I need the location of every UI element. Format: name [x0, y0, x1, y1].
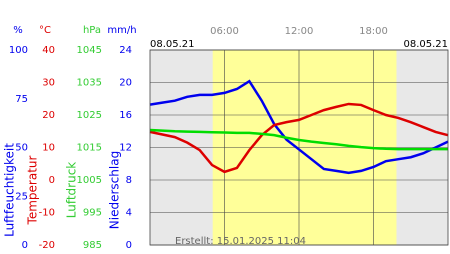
y-tick-label: 4 — [126, 208, 132, 219]
y-tick-label: 995 — [83, 208, 102, 219]
y-tick-label: 0 — [49, 175, 55, 186]
x-tick-label: 18:00 — [359, 26, 388, 37]
axis-label: Luftfeuchtigkeit — [3, 143, 17, 237]
y-tick-label: 985 — [83, 240, 102, 250]
date-left: 08.05.21 — [150, 39, 195, 50]
x-tick-label: 06:00 — [210, 26, 239, 37]
y-tick-label: 1045 — [77, 45, 102, 56]
y-tick-label: 16 — [119, 110, 132, 121]
y-tick-label: 8 — [126, 175, 132, 186]
y-tick-label: 24 — [119, 45, 132, 56]
y-tick-label: 50 — [15, 143, 28, 154]
y-tick-label: 20 — [119, 78, 132, 89]
y-tick-label: 1005 — [77, 175, 102, 186]
y-tick-label: 1015 — [77, 143, 102, 154]
y-tick-label: -20 — [39, 240, 55, 250]
plot-frame — [149, 49, 449, 246]
axis-label: Temperatur — [26, 155, 40, 225]
y-tick-label: 1035 — [77, 78, 102, 89]
date-right: 08.05.21 — [403, 39, 448, 50]
series-line — [149, 79, 449, 175]
y-tick-label: 20 — [42, 110, 55, 121]
axis-unit: % — [13, 25, 23, 36]
axis-unit: mm/h — [107, 25, 136, 36]
axis-label: Niederschlag — [108, 151, 122, 229]
y-tick-label: 100 — [9, 45, 28, 56]
axis-label: Luftdruck — [65, 162, 79, 219]
y-tick-label: 40 — [42, 45, 55, 56]
y-tick-label: -10 — [39, 208, 55, 219]
y-tick-label: 1025 — [77, 110, 102, 121]
y-tick-label: 0 — [126, 240, 132, 250]
y-tick-label: 0 — [22, 240, 28, 250]
footer: Erstellt: 15.01.2025 11:04 — [175, 236, 306, 247]
y-tick-label: 10 — [42, 143, 55, 154]
y-tick-label: 75 — [15, 94, 28, 105]
series-line — [149, 102, 449, 174]
series-line — [149, 128, 448, 151]
y-tick-label: 25 — [15, 191, 28, 202]
axis-unit: hPa — [83, 25, 101, 36]
y-tick-label: 30 — [42, 78, 55, 89]
y-tick-label: 12 — [119, 143, 132, 154]
axis-unit: °C — [39, 25, 51, 36]
x-tick-label: 12:00 — [285, 26, 314, 37]
